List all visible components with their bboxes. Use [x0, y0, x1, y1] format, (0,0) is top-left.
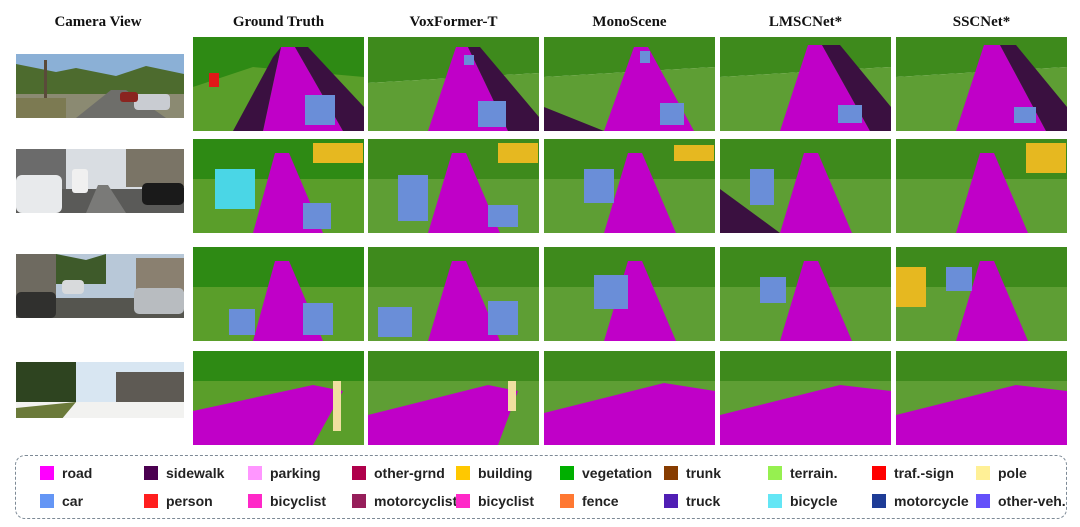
header-monoscene: MonoScene: [592, 14, 667, 30]
legend-swatch: [144, 466, 158, 480]
legend-swatch: [352, 466, 366, 480]
semantic-class-legend: road sidewalk parking other-grnd buildin…: [15, 455, 1067, 519]
scene-voxformer-row-4: [368, 351, 539, 450]
legend-item-road: road: [40, 464, 92, 482]
legend-item-pole: pole: [976, 464, 1027, 482]
legend-swatch: [976, 466, 990, 480]
legend-swatch: [456, 494, 470, 508]
scene-monoscene-row-3: [544, 247, 715, 346]
camera-image-row-2: [16, 149, 184, 213]
legend-swatch: [768, 466, 782, 480]
legend-item-fence: fence: [560, 492, 619, 510]
legend-swatch: [352, 494, 366, 508]
scene-gt-row-3: [193, 247, 364, 346]
scene-lmscnet-row-1: [720, 37, 891, 136]
legend-swatch: [664, 466, 678, 480]
scene-sscnet-row-1: [896, 37, 1067, 136]
legend-item-terrain: terrain.: [768, 464, 837, 482]
legend-swatch: [40, 466, 54, 480]
scene-lmscnet-row-2: [720, 139, 891, 238]
camera-image-row-4: [16, 362, 184, 426]
legend-swatch: [560, 466, 574, 480]
legend-swatch: [768, 494, 782, 508]
scene-monoscene-row-1: [544, 37, 715, 136]
legend-item-truck: truck: [664, 492, 720, 510]
legend-swatch: [456, 466, 470, 480]
legend-swatch: [560, 494, 574, 508]
header-voxformer-t: VoxFormer-T: [409, 14, 498, 30]
scene-voxformer-row-2: [368, 139, 539, 238]
legend-item-building: building: [456, 464, 532, 482]
legend-item-trunk: trunk: [664, 464, 721, 482]
legend-item-motorcycle: motorcycle: [872, 492, 969, 510]
scene-voxformer-row-1: [368, 37, 539, 136]
legend-item-bicycle: bicycle: [768, 492, 837, 510]
camera-image-row-1: [16, 54, 184, 118]
legend-item-vegetation: vegetation: [560, 464, 652, 482]
legend-item-motorcyclist: motorcyclist: [352, 492, 457, 510]
scene-lmscnet-row-3: [720, 247, 891, 346]
legend-item-bicyclist-2: bicyclist: [456, 492, 534, 510]
scene-sscnet-row-2: [896, 139, 1067, 238]
scene-gt-row-1: [193, 37, 364, 136]
scene-gt-row-4: [193, 351, 364, 450]
legend-item-parking: parking: [248, 464, 321, 482]
scene-sscnet-row-4: [896, 351, 1067, 450]
header-lmscnet: LMSCNet*: [768, 14, 843, 30]
legend-item-sidewalk: sidewalk: [144, 464, 224, 482]
scene-gt-row-2: [193, 139, 364, 238]
legend-swatch: [872, 494, 886, 508]
header-sscnet: SSCNet*: [952, 14, 1011, 30]
legend-item-car: car: [40, 492, 83, 510]
legend-swatch: [872, 466, 886, 480]
legend-item-other-grnd: other-grnd: [352, 464, 445, 482]
legend-item-traffic-sign: traf.-sign: [872, 464, 954, 482]
header-ground-truth: Ground Truth: [232, 14, 325, 30]
legend-item-person: person: [144, 492, 213, 510]
legend-swatch: [248, 466, 262, 480]
legend-item-other-vehicle: other-veh.: [976, 492, 1066, 510]
legend-swatch: [664, 494, 678, 508]
scene-monoscene-row-4: [544, 351, 715, 450]
scene-sscnet-row-3: [896, 247, 1067, 346]
legend-item-bicyclist: bicyclist: [248, 492, 326, 510]
scene-voxformer-row-3: [368, 247, 539, 346]
legend-swatch: [40, 494, 54, 508]
scene-monoscene-row-2: [544, 139, 715, 238]
legend-swatch: [248, 494, 262, 508]
legend-swatch: [144, 494, 158, 508]
scene-lmscnet-row-4: [720, 351, 891, 450]
legend-swatch: [976, 494, 990, 508]
header-camera-view: Camera View: [54, 14, 142, 30]
camera-image-row-3: [16, 254, 184, 318]
